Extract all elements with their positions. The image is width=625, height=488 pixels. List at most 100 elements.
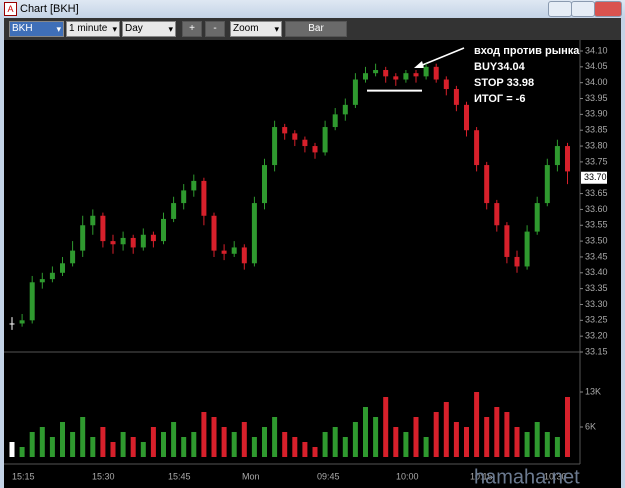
zoom-in[interactable]: +: [182, 21, 202, 37]
candle-body: [161, 218, 166, 242]
y-tick-label: 33.75: [585, 156, 608, 166]
candle-body: [332, 114, 338, 128]
volume-bar: [514, 427, 520, 457]
app-icon: A: [4, 2, 17, 16]
candle-body: [29, 282, 35, 321]
volume-bar: [433, 412, 439, 457]
volume-bar: [282, 432, 288, 457]
y-tick-label: 33.95: [585, 93, 608, 103]
x-tick-label: 10:15: [470, 471, 493, 481]
candle-body: [191, 180, 197, 191]
candle-body: [363, 73, 368, 80]
volume-bar: [312, 447, 318, 457]
candle-body: [49, 272, 55, 280]
x-tick-label: 15:30: [92, 471, 115, 481]
x-tick-label: 10:30: [544, 471, 567, 481]
volume-bar: [120, 432, 126, 457]
volume-bar: [554, 437, 560, 457]
candle-body: [403, 73, 409, 80]
volume-bar: [39, 427, 45, 457]
y-tick-label: 33.55: [585, 220, 608, 230]
candle-body: [282, 127, 288, 134]
volume-bar: [140, 442, 146, 457]
candle-body: [201, 180, 207, 216]
volume-bar: [150, 427, 156, 457]
volume-bar: [423, 437, 429, 457]
candle-body: [433, 66, 439, 80]
volume-tick-label: 6K: [585, 421, 596, 431]
minimize[interactable]: [548, 1, 572, 17]
candle-body: [130, 237, 136, 248]
volume-bar: [403, 432, 409, 457]
candle-body: [342, 104, 348, 115]
style-button[interactable]: Bar: [285, 21, 347, 37]
maximize[interactable]: [571, 1, 595, 17]
candle-body: [231, 247, 237, 254]
volume-bar: [90, 437, 96, 457]
volume-bar: [161, 432, 166, 457]
volume-bar: [262, 427, 267, 457]
candle-body: [39, 279, 45, 283]
volume-bar: [231, 432, 237, 457]
y-tick-label: 33.45: [585, 251, 608, 261]
volume-bar: [443, 402, 449, 457]
volume-bar: [464, 427, 469, 457]
volume-bar: [332, 427, 338, 457]
candle-body: [19, 320, 25, 324]
volume-bar: [201, 412, 207, 457]
candle-body: [302, 139, 308, 147]
volume-bar: [60, 422, 65, 457]
volume-bar: [19, 447, 25, 457]
volume-bar: [130, 437, 136, 457]
interval-select[interactable]: 1 minute: [66, 21, 120, 37]
y-tick-label: 33.30: [585, 299, 608, 309]
candle-body: [221, 250, 227, 254]
y-tick-label: 33.90: [585, 109, 608, 119]
close[interactable]: [594, 1, 622, 17]
y-tick-label: 33.25: [585, 315, 608, 325]
title-bar: A Chart [BKH]: [0, 0, 625, 18]
candle-body: [443, 79, 449, 90]
candle-body: [524, 231, 530, 267]
candle-body: [565, 146, 570, 172]
volume-bar: [49, 437, 55, 457]
volume-bar: [302, 442, 308, 457]
volume-bar: [100, 427, 106, 457]
symbol-select[interactable]: BKH: [9, 21, 64, 37]
volume-bar: [221, 427, 227, 457]
y-tick-label: 33.80: [585, 140, 608, 150]
period-select[interactable]: Day: [122, 21, 176, 37]
candle-body: [292, 133, 298, 140]
candle-body: [150, 234, 156, 242]
volume-bar: [110, 442, 116, 457]
candle-body: [554, 146, 560, 166]
y-tick-label: 33.20: [585, 331, 608, 341]
volume-bar: [292, 437, 298, 457]
candle-body: [181, 190, 187, 204]
y-tick-label: 33.35: [585, 283, 608, 293]
volume-bar: [494, 407, 500, 457]
candle-body: [60, 263, 65, 273]
zoom-select[interactable]: Zoom: [230, 21, 282, 37]
volume-bar: [322, 432, 328, 457]
candle-body: [70, 250, 76, 264]
candle-body: [484, 165, 490, 204]
candle-body: [352, 79, 358, 105]
volume-bar: [70, 432, 76, 457]
volume-bar: [211, 417, 217, 457]
zoom-out[interactable]: -: [205, 21, 225, 37]
volume-bar: [453, 422, 459, 457]
candle-body: [423, 66, 429, 77]
volume-bar: [544, 432, 550, 457]
y-tick-label: 33.65: [585, 188, 608, 198]
last-price-box: [581, 171, 607, 184]
candle-body: [383, 70, 389, 77]
y-tick-label: 33.15: [585, 346, 608, 356]
watermark: hamaha.net: [474, 466, 580, 488]
candle-body: [453, 89, 459, 105]
candle-body: [272, 127, 278, 166]
annotation: вход против рынка: [474, 45, 580, 57]
volume-bar: [504, 412, 510, 457]
volume-bar: [352, 422, 358, 457]
